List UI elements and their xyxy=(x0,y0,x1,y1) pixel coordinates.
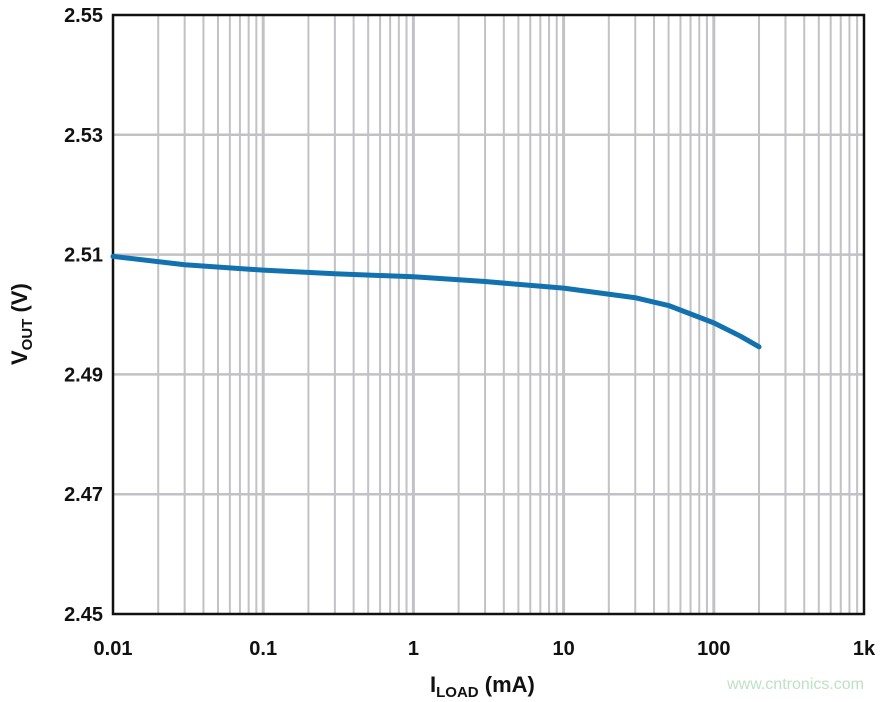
y-tick-label: 2.45 xyxy=(64,604,103,626)
y-tick-label: 2.53 xyxy=(64,125,103,147)
x-tick-label: 1k xyxy=(853,638,876,660)
y-tick-label: 2.55 xyxy=(64,5,103,27)
y-tick-label: 2.49 xyxy=(64,364,103,386)
x-axis-label: ILOAD (mA) xyxy=(430,672,535,701)
series-line xyxy=(110,253,762,350)
x-tick-label: 10 xyxy=(552,638,574,660)
y-tick-label: 2.47 xyxy=(64,484,103,506)
x-tick-label: 0.01 xyxy=(94,638,133,660)
x-tick-label: 100 xyxy=(697,638,730,660)
grid xyxy=(113,15,864,614)
watermark: www.cntronics.com xyxy=(727,676,864,693)
x-tick-label: 1 xyxy=(408,638,419,660)
y-tick-label: 2.51 xyxy=(64,245,103,267)
y-axis-label: VOUT (V) xyxy=(7,283,36,365)
x-tick-label: 0.1 xyxy=(249,638,277,660)
plot-frame xyxy=(111,13,866,616)
